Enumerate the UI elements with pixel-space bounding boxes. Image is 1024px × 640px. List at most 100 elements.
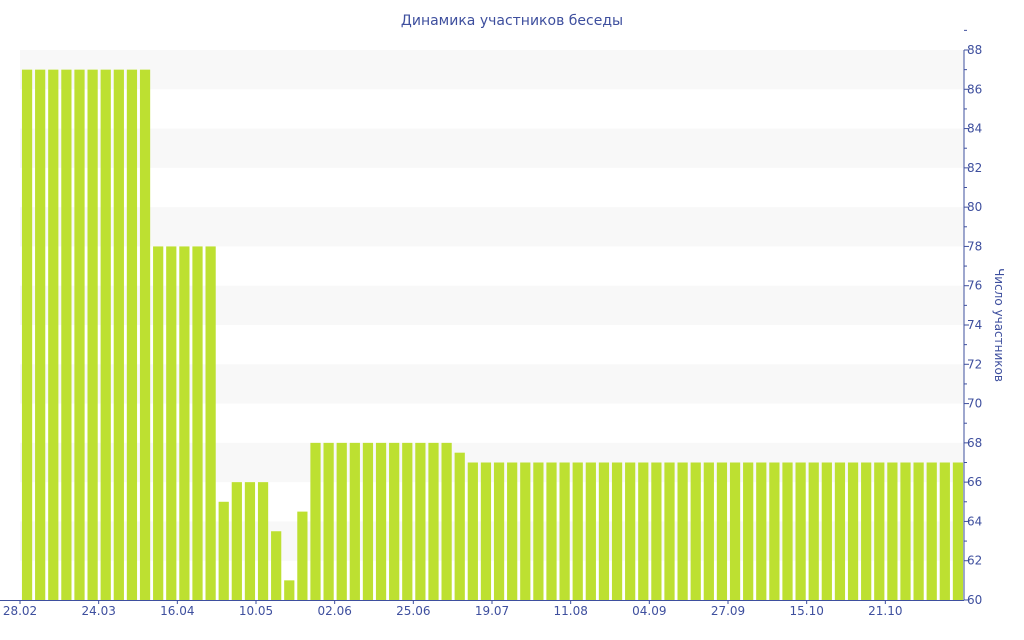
x-tick-label: 04.09: [632, 604, 666, 618]
bar: [166, 246, 177, 600]
bar: [520, 462, 531, 600]
bar: [480, 462, 492, 600]
bar: [808, 462, 819, 600]
bar: [585, 462, 596, 600]
bar: [611, 462, 623, 600]
bar: [271, 531, 282, 600]
bar: [834, 462, 846, 600]
bar: [559, 462, 570, 600]
bar: [546, 462, 557, 600]
grid-band: [20, 50, 964, 90]
bar: [913, 462, 924, 600]
x-tick-label: 02.06: [317, 604, 351, 618]
bar: [664, 462, 675, 600]
bar: [428, 442, 439, 600]
grid-band: [20, 364, 964, 404]
bar: [847, 462, 859, 600]
bar: [415, 442, 426, 600]
x-tick-label: 25.06: [396, 604, 430, 618]
y-tick-label: 70: [967, 397, 982, 411]
bar: [651, 462, 662, 600]
bar: [598, 462, 610, 600]
y-tick-label: 64: [967, 514, 982, 528]
bar: [454, 452, 465, 600]
bar: [21, 69, 33, 600]
x-tick-label: 21.10: [868, 604, 902, 618]
bar: [362, 442, 374, 600]
bar: [703, 462, 714, 600]
bar: [244, 482, 256, 600]
y-tick-label: 74: [967, 318, 982, 332]
bar: [821, 462, 832, 600]
x-tick-label: 27.09: [711, 604, 745, 618]
bar: [743, 462, 754, 600]
bar: [861, 462, 872, 600]
bar: [205, 246, 216, 600]
bar: [874, 462, 885, 600]
bar: [139, 69, 151, 600]
bar: [192, 246, 203, 600]
bar: [690, 462, 701, 600]
bar: [507, 462, 518, 600]
y-tick-label: 82: [967, 161, 982, 175]
y-tick-label: 86: [967, 82, 982, 96]
bar: [493, 462, 505, 600]
grid-band: [20, 128, 964, 168]
bar: [638, 462, 649, 600]
bar: [61, 69, 72, 600]
bar: [113, 69, 124, 600]
bar: [336, 442, 347, 600]
bar: [48, 69, 59, 600]
y-tick-label: 84: [967, 122, 982, 136]
bar: [939, 462, 950, 600]
x-tick-label: 15.10: [789, 604, 823, 618]
y-tick-label: 80: [967, 200, 982, 214]
grid-band: [20, 442, 964, 483]
y-axis-label: Число участников: [992, 268, 1006, 382]
bar: [375, 442, 387, 600]
bar: [926, 462, 937, 600]
grid-band: [20, 207, 964, 247]
y-tick-label: 60: [967, 593, 982, 607]
bar: [310, 442, 321, 600]
y-tick-label: 72: [967, 357, 982, 371]
x-tick-label: 28.02: [3, 604, 37, 618]
bar: [74, 69, 85, 600]
grid-band: [20, 521, 964, 561]
bar: [729, 462, 741, 600]
bar: [677, 462, 688, 600]
chart-title: Динамика участников беседы: [400, 13, 624, 29]
bar: [402, 442, 413, 600]
bar: [100, 69, 111, 600]
grid-band: [20, 285, 964, 325]
y-tick-label: 62: [967, 554, 982, 568]
bar: [231, 482, 242, 600]
bar: [769, 462, 780, 600]
bar: [87, 69, 98, 600]
bar: [284, 580, 295, 600]
bar: [349, 442, 360, 600]
bar: [35, 69, 46, 600]
bar: [179, 246, 190, 600]
x-tick-label: 10.05: [239, 604, 273, 618]
bar: [756, 462, 767, 600]
bar: [782, 462, 793, 600]
bar: [257, 482, 269, 600]
bar: [323, 442, 334, 600]
x-tick-label: 24.03: [81, 604, 115, 618]
bar: [716, 462, 728, 600]
bar: [153, 246, 164, 600]
bar: [533, 462, 544, 600]
bar: [297, 511, 308, 600]
y-tick-label: 88: [967, 43, 982, 57]
bar: [952, 462, 964, 600]
y-tick-label: 78: [967, 239, 982, 253]
y-tick-label: 66: [967, 475, 982, 489]
bar: [467, 462, 478, 600]
bar: [900, 462, 911, 600]
y-tick-label: 68: [967, 436, 982, 450]
x-tick-label: 19.07: [475, 604, 509, 618]
bar: [126, 69, 138, 600]
bar: [887, 462, 898, 600]
